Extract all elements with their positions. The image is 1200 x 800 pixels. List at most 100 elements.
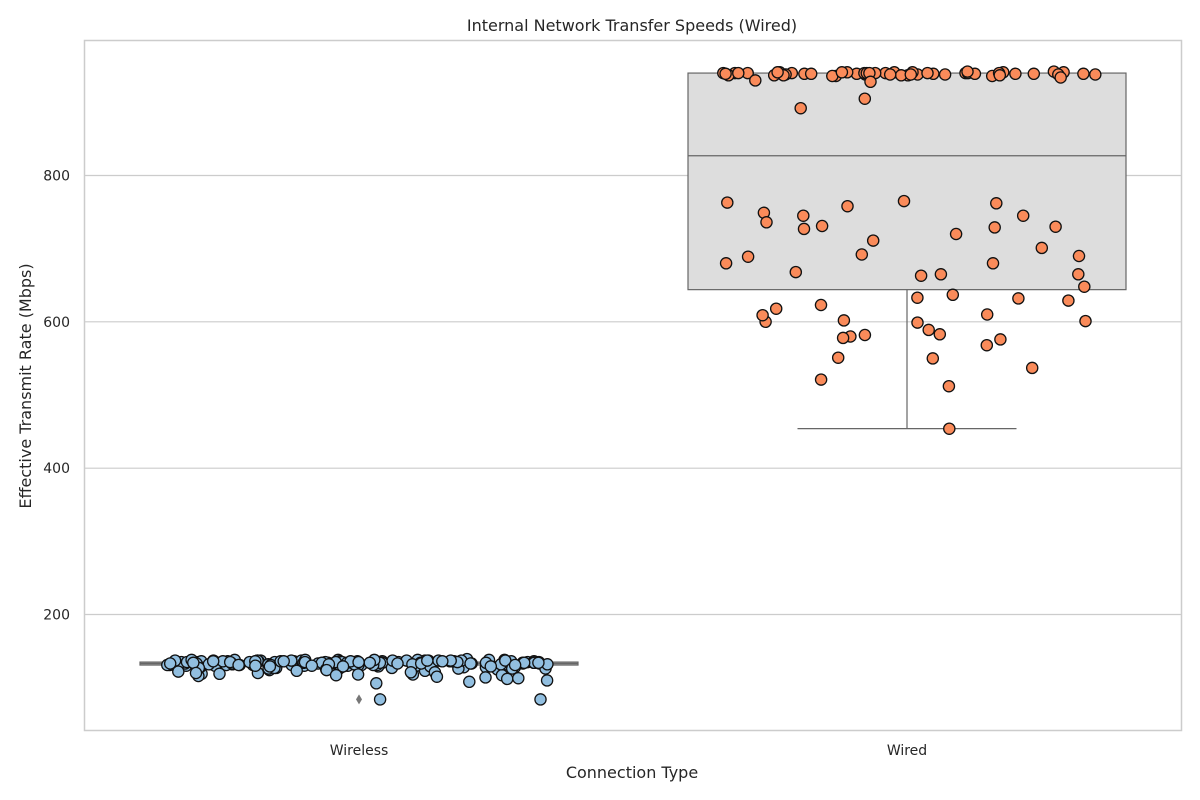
plot-frame	[83, 39, 1183, 732]
data-point	[942, 379, 956, 393]
data-point	[540, 674, 554, 687]
data-point	[858, 328, 872, 342]
data-point	[464, 657, 477, 670]
data-point	[1025, 361, 1039, 375]
x-tick-label: Wired	[887, 743, 927, 759]
data-point	[719, 257, 733, 270]
data-point	[1035, 241, 1049, 255]
data-point	[213, 667, 226, 681]
outlier-marker	[356, 694, 362, 705]
data-point	[1079, 314, 1092, 328]
data-point	[732, 66, 745, 80]
data-point	[351, 668, 365, 681]
data-point	[1089, 68, 1102, 81]
x-tick-label: Wireless	[330, 743, 389, 759]
x-axis-title: Connection Type	[566, 763, 698, 782]
data-point	[512, 671, 525, 685]
data-point	[404, 666, 418, 679]
data-point	[484, 660, 498, 673]
data-point	[329, 668, 343, 682]
data-point	[911, 291, 924, 304]
data-point	[534, 693, 547, 706]
data-point	[320, 663, 333, 677]
data-point	[508, 658, 522, 672]
data-point	[305, 659, 319, 672]
data-point	[797, 222, 811, 236]
data-point	[946, 288, 960, 302]
data-point	[835, 66, 849, 79]
box-body	[687, 72, 1127, 291]
data-point	[741, 250, 755, 263]
data-point	[934, 268, 948, 281]
data-point	[980, 308, 994, 321]
data-point	[994, 333, 1007, 346]
data-point	[933, 328, 947, 341]
data-point	[797, 209, 810, 222]
data-point	[804, 67, 818, 81]
data-point	[883, 68, 897, 81]
data-point	[719, 67, 732, 81]
data-point	[1072, 249, 1086, 263]
data-point	[721, 196, 734, 209]
data-point	[370, 677, 383, 690]
data-point	[500, 672, 514, 686]
data-point	[980, 338, 994, 352]
data-point	[1049, 220, 1062, 233]
data-point	[290, 664, 303, 678]
data-point	[391, 657, 404, 670]
data-point	[897, 194, 911, 208]
data-point	[249, 659, 262, 672]
data-point	[232, 658, 245, 672]
data-point	[1009, 67, 1022, 81]
data-point	[814, 373, 828, 386]
data-point	[922, 323, 935, 337]
y-tick-label: 800	[43, 169, 70, 185]
data-point	[858, 92, 872, 105]
data-point	[769, 302, 783, 315]
data-point	[866, 234, 880, 247]
y-axis-title: Effective Transmit Rate (Mbps)	[16, 263, 35, 508]
y-tick-label: 600	[43, 315, 70, 331]
data-point	[837, 314, 851, 327]
data-point	[756, 308, 769, 322]
data-point	[1062, 294, 1075, 307]
data-point	[841, 199, 854, 213]
data-point	[814, 298, 828, 312]
data-point	[479, 671, 492, 684]
data-point	[855, 248, 869, 261]
data-point	[911, 316, 924, 329]
data-point	[421, 654, 434, 667]
data-point	[831, 351, 845, 364]
chart-title: Internal Network Transfer Speeds (Wired)	[467, 16, 797, 35]
data-point	[921, 66, 934, 80]
data-point	[163, 657, 177, 670]
data-point	[532, 656, 545, 670]
data-point	[914, 269, 928, 282]
data-point	[938, 68, 952, 81]
data-point	[794, 101, 807, 115]
data-point	[1016, 209, 1030, 222]
data-point	[926, 352, 940, 365]
data-point	[187, 656, 200, 670]
data-point	[363, 656, 377, 670]
data-point	[373, 693, 387, 706]
data-point	[336, 660, 350, 673]
data-point	[263, 660, 277, 673]
data-point	[1077, 67, 1090, 81]
data-point	[1012, 292, 1025, 305]
data-point	[463, 675, 476, 689]
data-point	[988, 221, 1001, 234]
data-point	[352, 655, 365, 669]
data-point	[1078, 280, 1091, 293]
data-point	[760, 216, 773, 229]
data-point	[771, 66, 784, 79]
y-tick-label: 200	[43, 608, 70, 624]
data-point	[1027, 67, 1041, 81]
data-point	[789, 265, 803, 279]
data-point	[206, 655, 220, 668]
data-point	[749, 74, 762, 87]
data-point	[815, 219, 829, 233]
data-point	[172, 665, 185, 678]
